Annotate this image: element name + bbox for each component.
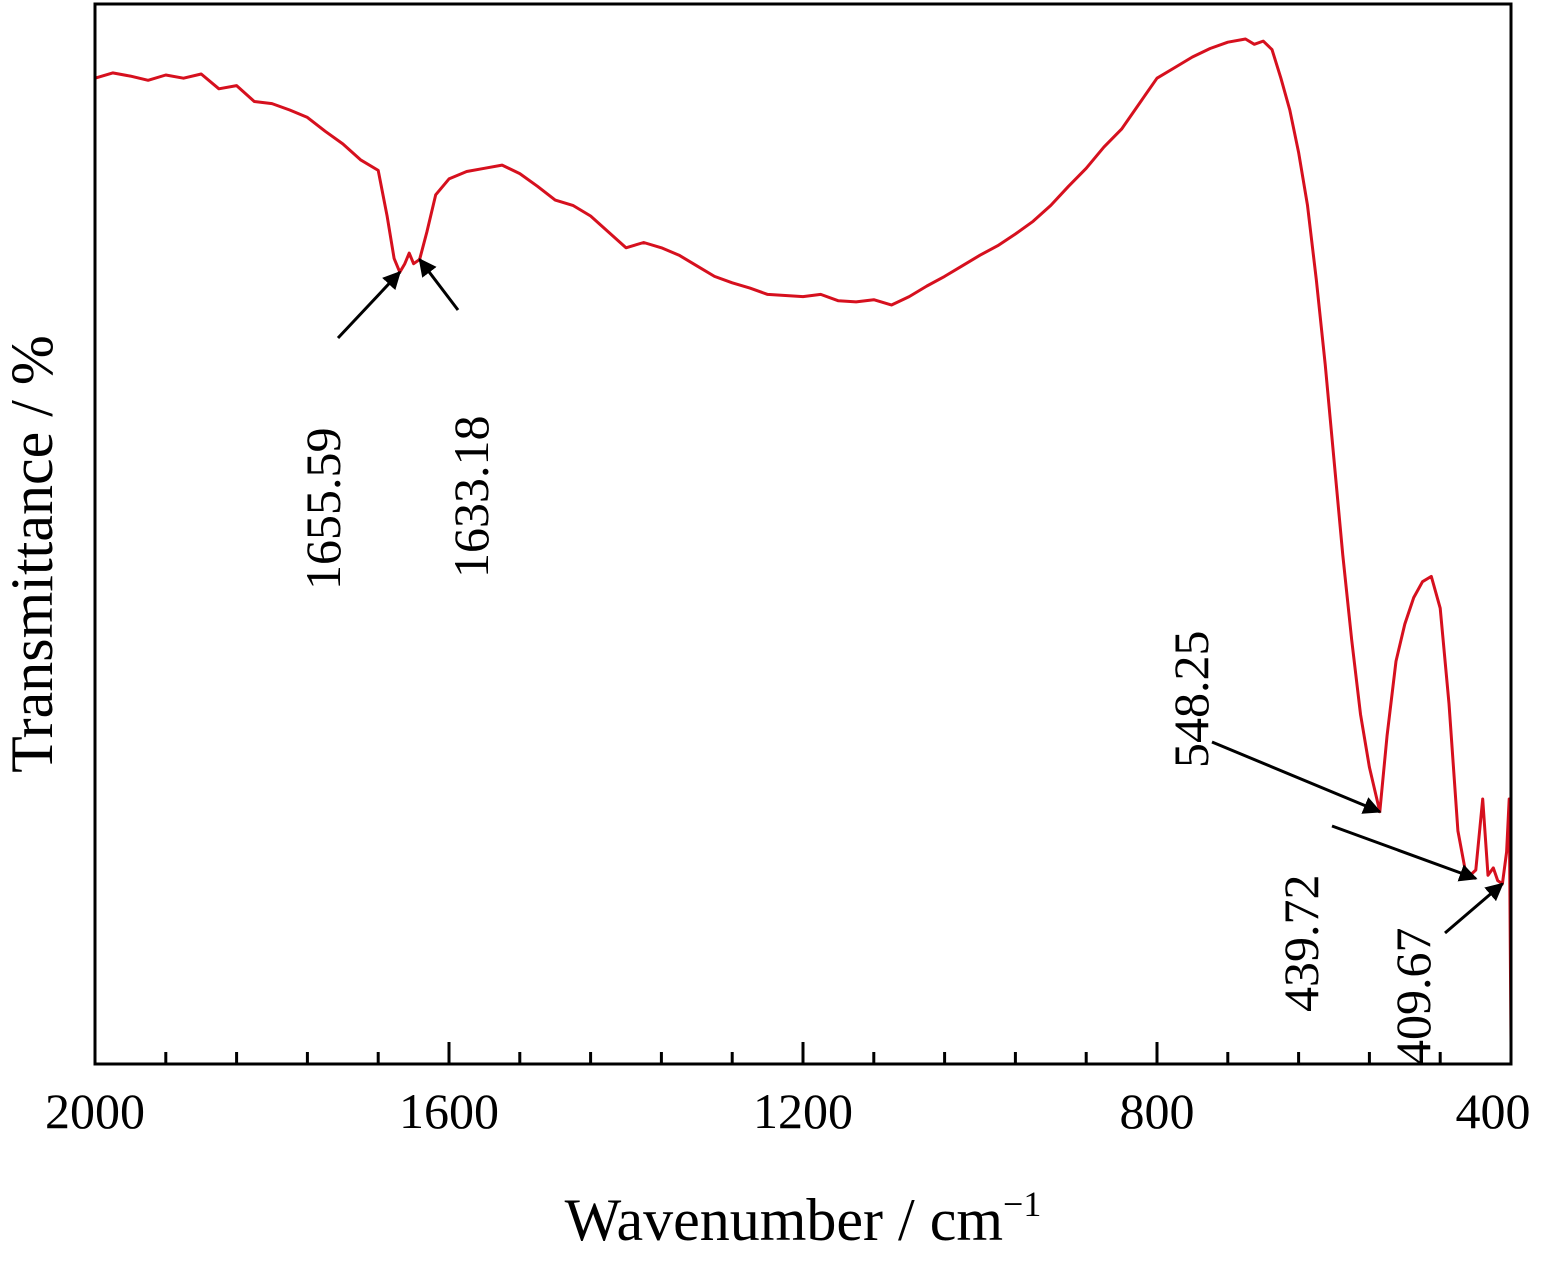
x-tick-label: 1600 bbox=[399, 1083, 499, 1139]
x-tick-label: 1200 bbox=[753, 1083, 853, 1139]
x-axis-title-main: Wavenumber / cm bbox=[565, 1187, 1003, 1253]
x-axis-title: Wavenumber / cm−1 bbox=[565, 1184, 1042, 1253]
spectrum-series-line bbox=[94, 37, 1513, 1043]
annotation-label: 548.25 bbox=[1163, 631, 1219, 769]
x-tick-label: 800 bbox=[1120, 1083, 1195, 1139]
x-tick-label: 400 bbox=[1456, 1083, 1531, 1139]
annotation-arrow bbox=[418, 258, 460, 311]
x-tick-label: 2000 bbox=[45, 1083, 145, 1139]
annotation-arrow bbox=[1331, 824, 1478, 882]
annotation-label: 409.67 bbox=[1385, 928, 1441, 1066]
x-axis-title-superscript: −1 bbox=[1003, 1184, 1041, 1224]
annotation-label: 1655.59 bbox=[295, 428, 351, 591]
annotation-arrow bbox=[1211, 740, 1382, 814]
annotation-arrow bbox=[336, 270, 402, 340]
plot-frame bbox=[93, 2, 1513, 1066]
annotation-arrow bbox=[1444, 882, 1504, 935]
y-axis-title: Transmittance / % bbox=[0, 335, 65, 773]
annotation-label: 1633.18 bbox=[443, 416, 499, 579]
annotation-label: 439.72 bbox=[1273, 875, 1329, 1013]
x-tick-labels: 2000 1600 1200 800 400 bbox=[45, 1083, 1531, 1139]
peak-annotations: 1655.59 1633.18 548.25 439.72 409.67 bbox=[295, 258, 1504, 1066]
